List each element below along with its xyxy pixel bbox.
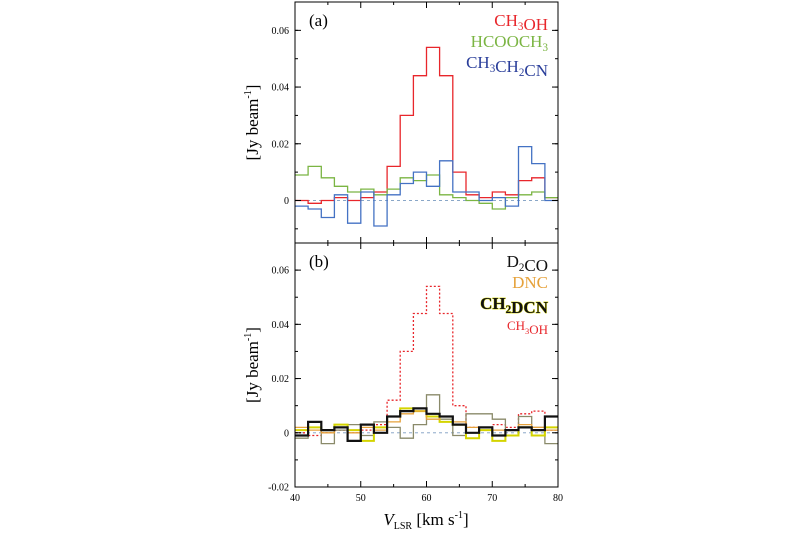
series-0-line (295, 46, 558, 204)
y-tick-label: 0 (284, 196, 289, 207)
y-tick-label: 0.04 (272, 83, 290, 94)
y-tick-label: 0.06 (272, 26, 290, 37)
series-4-line (295, 407, 558, 442)
legend-entry-2: CH2DCN (480, 294, 549, 317)
x-tick-label: 70 (487, 493, 497, 504)
x-axis-label: VLSR [km s-1] (383, 510, 468, 532)
y-tick-label: 0.02 (272, 139, 290, 150)
x-tick-label: 60 (422, 493, 432, 504)
series-2-line (295, 145, 558, 227)
legend-entry-0: CH3OH (494, 11, 548, 34)
x-axis-label-text: VLSR [km s-1] (383, 510, 468, 532)
panel-label: (a) (309, 11, 328, 30)
panel-label: (b) (309, 252, 329, 271)
y-tick-label: 0.06 (272, 266, 290, 277)
y-tick-label: 0.02 (272, 374, 290, 385)
y-axis-label: [Jy beam-1] (243, 85, 262, 161)
legend-entry-3: CH3OH (507, 318, 548, 337)
legend-entry-1: HCOOCH3 (471, 32, 549, 54)
y-tick-label: -0.02 (268, 483, 289, 494)
x-tick-label: 40 (290, 493, 300, 504)
panel-b: 40 50 60 70 80 -0.02 0 0.02 0.04 0.06 [Jy beam-1] (… (243, 242, 563, 504)
y-axis-label: [Jy beam-1] (243, 327, 262, 403)
legend-entry-1: DNC (512, 273, 548, 292)
legend-entry-2: CH3CH2CN (466, 53, 548, 80)
legend-entry-0: D2CO (507, 252, 548, 275)
y-tick-label: 0 (284, 428, 289, 439)
x-tick-label: 80 (553, 493, 563, 504)
x-tick-label: 50 (356, 493, 366, 504)
panel-a: 0 0.02 0.04 0.06 [Jy beam-1] (a) CH3OHHCOOCH3C… (243, 1, 559, 244)
y-tick-label: 0.04 (272, 320, 290, 331)
